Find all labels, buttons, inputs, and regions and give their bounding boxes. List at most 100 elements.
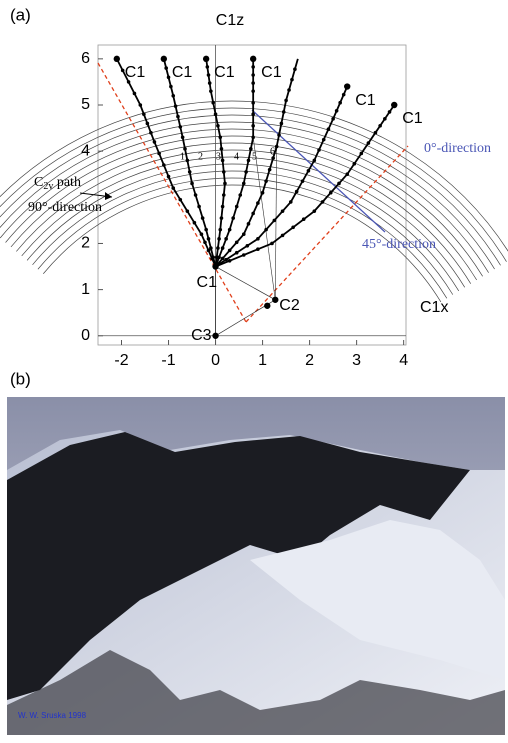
trajectory-dot [193, 221, 197, 225]
point-label: C1 [261, 64, 282, 81]
panel-label: (a) [10, 5, 31, 24]
trajectory-dot [290, 78, 294, 82]
trajectory-dot [268, 168, 272, 172]
trajectory-dot [293, 67, 297, 71]
trajectory-dot [270, 242, 274, 246]
trajectory-dot [321, 200, 325, 204]
trajectory-dot [222, 193, 226, 197]
reference-line [252, 110, 385, 232]
trajectory-dot [247, 222, 251, 226]
trajectory-dot [322, 138, 326, 142]
trajectory-dot [231, 216, 235, 220]
trajectory-dot [149, 131, 153, 135]
trajectory-dot [171, 94, 175, 98]
point [391, 102, 397, 108]
trajectory-dot [209, 89, 213, 93]
trajectory-dot [235, 251, 239, 255]
trajectory-dot [214, 112, 218, 116]
trajectory-dot [378, 124, 382, 128]
trajectory-dot [197, 205, 201, 209]
trajectory-dot [176, 115, 180, 119]
trajectory-dot [190, 182, 194, 186]
point-label: C1 [355, 92, 376, 109]
trajectory-dot [216, 246, 220, 250]
point [264, 303, 270, 309]
x-tick-label: 2 [305, 352, 314, 369]
trajectory-dot [313, 159, 317, 163]
trajectory-dot [329, 191, 333, 195]
point [272, 297, 278, 303]
annotation: 0°-direction [424, 141, 491, 156]
trajectory-dot [302, 217, 306, 221]
point-label: C3 [191, 327, 212, 344]
trajectory [164, 59, 216, 267]
trajectory-dot [249, 147, 253, 151]
trajectory-dot [228, 228, 232, 232]
y-tick-label: 2 [81, 235, 90, 252]
trajectory-dot [186, 209, 190, 213]
trajectory-dot [221, 257, 225, 261]
trajectory-dot [221, 159, 225, 163]
reference-line [246, 146, 408, 322]
trajectory-dot [242, 232, 246, 236]
trajectory-dot [211, 256, 215, 260]
x-tick-label: 4 [399, 352, 408, 369]
point [114, 56, 120, 62]
point-label: C2 [279, 297, 300, 314]
x-tick-label: -2 [114, 352, 128, 369]
trajectory-dot [181, 136, 185, 140]
trajectory-dot [277, 133, 281, 137]
trajectory-dot [251, 89, 255, 93]
trajectory-dot [167, 175, 171, 179]
trajectory-dot [235, 241, 239, 245]
trajectory-dot [301, 179, 305, 183]
trajectory-dot [217, 256, 221, 260]
trajectory-dot [251, 101, 255, 105]
trajectory-dot [244, 170, 248, 174]
trajectory-dot [188, 170, 192, 174]
trajectory-dot [374, 131, 378, 135]
trajectory-dot [222, 170, 226, 174]
trajectory-dot [284, 99, 288, 103]
annotation: 45°-direction [362, 237, 436, 252]
trajectory-dot [280, 122, 284, 126]
trajectory-dot [251, 136, 255, 140]
trajectory-dot [183, 147, 187, 151]
trajectory-dot [186, 159, 190, 163]
trajectory-dot [287, 88, 291, 92]
contour-label: 4 [234, 151, 239, 162]
trajectory-dot [383, 117, 387, 121]
trajectory-dot [238, 193, 242, 197]
trajectory-dot [335, 109, 339, 113]
trajectory-dot [360, 152, 364, 156]
trajectory-dot [174, 104, 178, 108]
trajectory-dot [271, 156, 275, 160]
x-tick-label: 1 [258, 352, 267, 369]
trajectory-dot [337, 182, 341, 186]
annotation: path [53, 175, 81, 190]
axis-label: C1z [216, 12, 244, 29]
photo: W. W. Sruska 1998 [7, 397, 505, 735]
trajectory-dot [169, 85, 173, 89]
trajectory-dot [209, 246, 213, 250]
x-tick-label: 0 [211, 352, 220, 369]
trajectory-dot [261, 191, 265, 195]
trajectory-dot [178, 198, 182, 202]
trajectory-dot [317, 148, 321, 152]
trajectory-dot [281, 234, 285, 238]
trajectory-dot [282, 110, 286, 114]
trajectory-dot [220, 216, 224, 220]
y-tick-label: 6 [81, 50, 90, 67]
point [250, 56, 256, 62]
trajectory-dot [207, 237, 211, 241]
y-tick-label: 1 [81, 281, 90, 298]
trajectory-dot [251, 65, 255, 69]
trajectory-dot [157, 152, 161, 156]
point [212, 263, 218, 269]
trajectory-dot [167, 76, 171, 80]
trajectory-dot [201, 216, 205, 220]
point-label: C1 [197, 274, 218, 291]
trajectory-dot [221, 246, 225, 250]
trajectory-dot [133, 92, 137, 96]
point [203, 56, 209, 62]
